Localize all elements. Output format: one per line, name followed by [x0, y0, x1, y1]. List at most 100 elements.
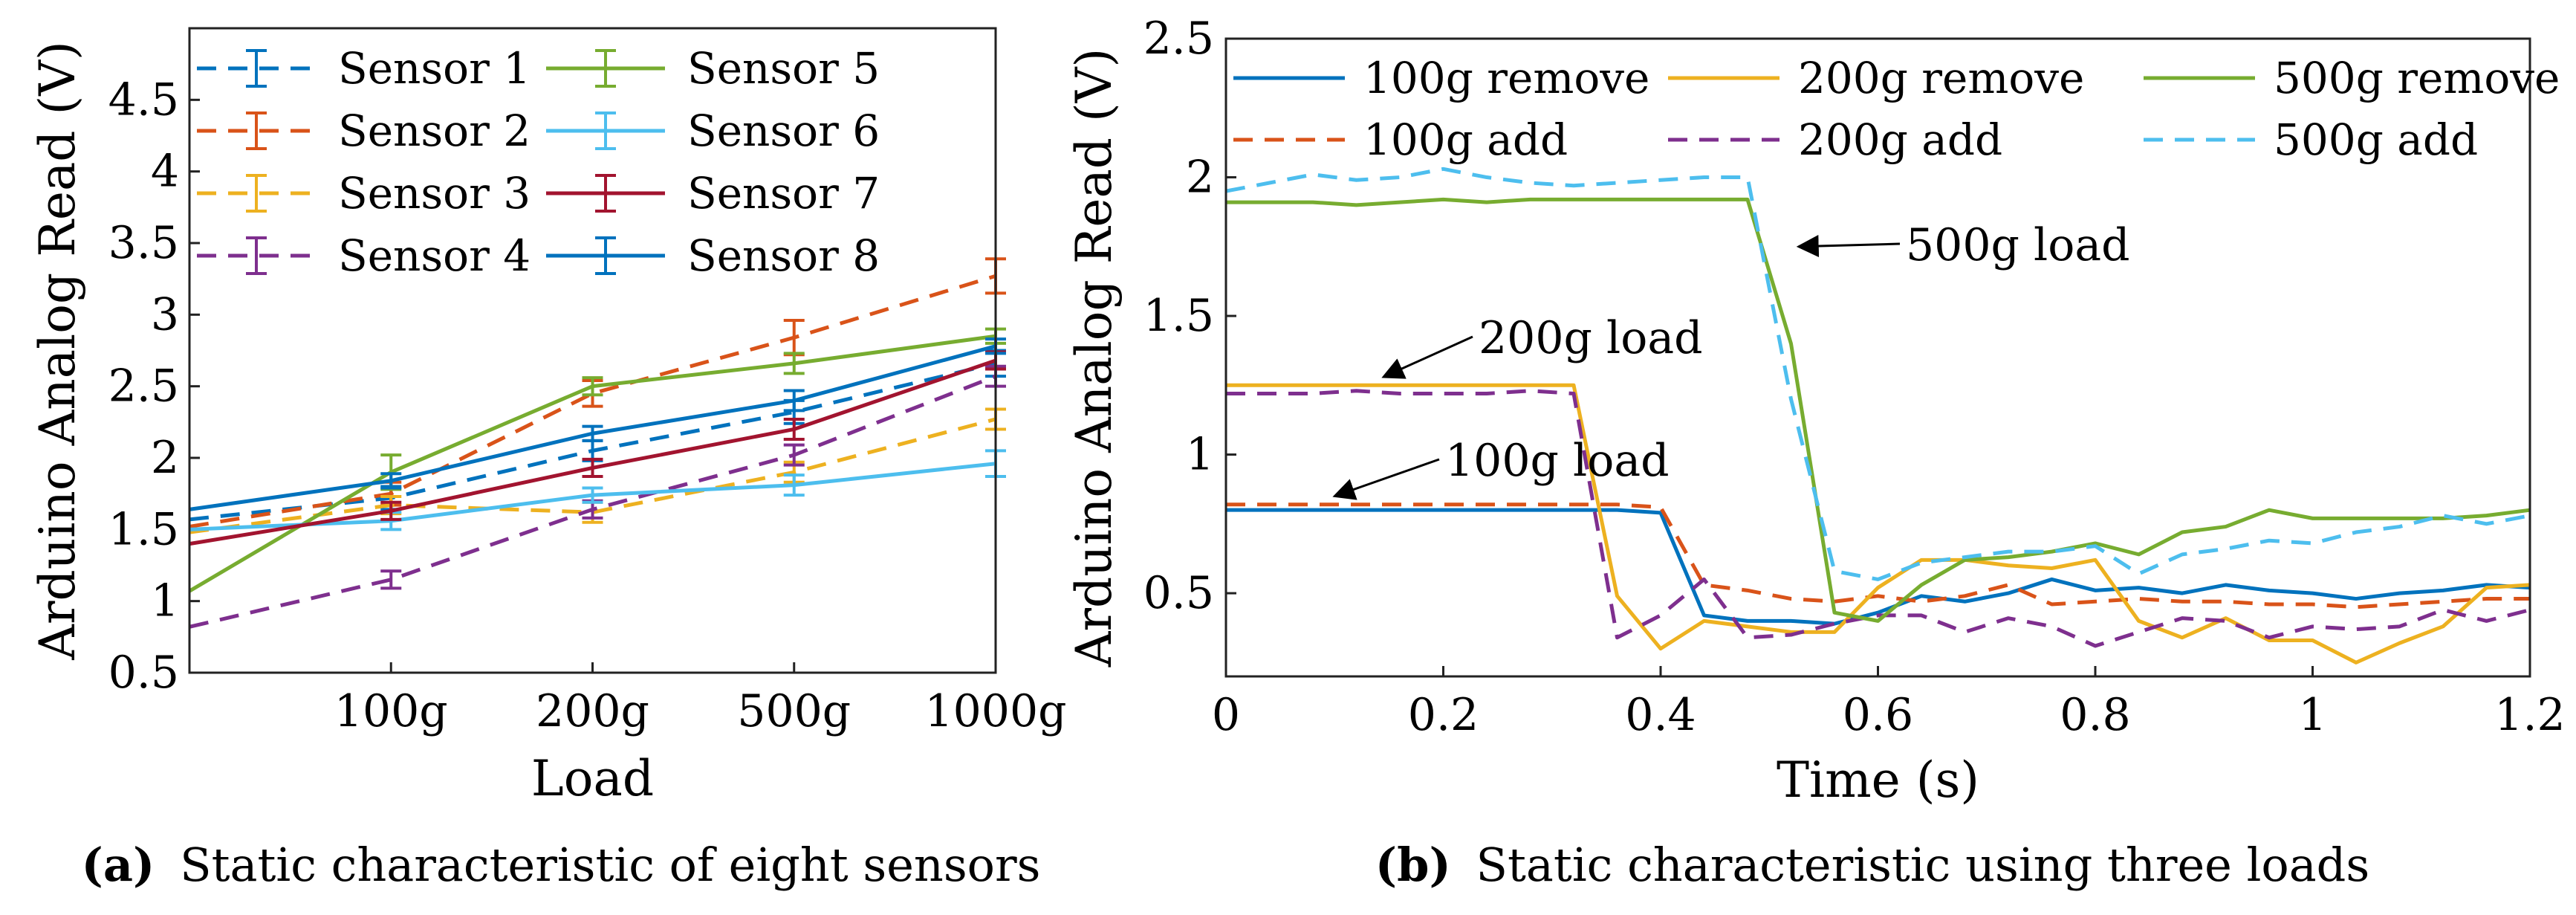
panel-b-x-axis-label: Time (s): [1777, 751, 1979, 809]
panel-a-legend-entry: Sensor 7: [546, 168, 880, 219]
panel-b-x-tick-label: 1: [2298, 689, 2326, 741]
panel-b-legend-label: 200g remove: [1798, 53, 2084, 103]
panel-a-error-bar: [783, 473, 805, 497]
panel-a-legend-entry: Sensor 5: [546, 43, 880, 94]
panel-a-error-bar: [783, 319, 805, 357]
panel-a-series-2: [189, 257, 1006, 528]
panel-a-plot-frame: [188, 27, 997, 674]
panel-b-series-200g-remove: [1226, 383, 2531, 665]
panel-b-y-tick-label: 1: [1186, 429, 1214, 481]
panel-a-y-axis-label: Arduino Analog Read (V): [29, 41, 86, 660]
panel-b-y-tick-label: 0.5: [1143, 567, 1214, 619]
panel-b-series-500g-add: [1225, 166, 2531, 581]
panel-a-legend-entry: Sensor 2: [197, 106, 531, 156]
panel-b-annotation-label: 200g load: [1479, 312, 1703, 364]
panel-a-caption: (a) Static characteristic of eight senso…: [82, 838, 1041, 892]
panel-a-legend: Sensor 1 Sensor 2 Sensor 3 Sensor 4 Sensor 5…: [197, 43, 880, 281]
panel-b-y-axis-label: Arduino Analog Read (V): [1065, 48, 1123, 667]
panel-a-legend-label: Sensor 7: [687, 168, 880, 219]
panel-b-series-500g-remove: [1226, 197, 2531, 623]
panel-a-series-8: [189, 337, 1006, 511]
panel-b-y-tick-label: 2: [1186, 152, 1214, 204]
panel-a-error-bar: [783, 417, 805, 441]
panel-a-legend-label: Sensor 4: [338, 230, 531, 281]
panel-a-x-axis-label: Load: [531, 750, 654, 807]
panel-a-y-tick-label: 4.5: [108, 74, 179, 126]
panel-a-series: [188, 257, 1006, 629]
panel-a-series-line: [189, 417, 996, 534]
panel-a-caption-label: (a): [82, 838, 155, 892]
panel-a-legend-label: Sensor 8: [687, 230, 880, 281]
panel-b-legend-entry: 200g remove: [1668, 53, 2084, 103]
panel-b-series-200g-add: [1226, 389, 2531, 648]
panel-a-x-tick-label: 1000g: [924, 685, 1066, 737]
panel-b-x-tick-label: 0.2: [1408, 689, 1479, 741]
panel-b-x-tick-label: 0.8: [2060, 689, 2130, 741]
panel-b-legend-entry: 500g add: [2144, 114, 2478, 165]
panel-b-caption: (b) Static characteristic using three lo…: [1375, 838, 2369, 892]
panel-b-series-100g-remove: [1226, 508, 2531, 626]
panel-a-y-tick-label: 2.5: [108, 360, 179, 413]
panel-a-ticks: 0.5 1 1.5 2 2.5 3 3.5 4 4.5 100g 200g 500g 1000g: [108, 74, 1067, 737]
panel-a-error-bar: [380, 472, 402, 490]
panel-a-x-tick-label: 500g: [737, 685, 851, 737]
panel-b-x-tick-label: 0.4: [1625, 689, 1696, 741]
panel-a-caption-text: Static characteristic of eight sensors: [180, 838, 1040, 892]
panel-a-error-bar: [783, 352, 805, 375]
panel-a-y-tick-label: 4: [151, 146, 179, 198]
panel-b-annotation-label: 100g load: [1445, 435, 1670, 487]
panel-a-error-bar: [582, 486, 603, 504]
panel-b-annotation-arrow: [1796, 235, 1901, 258]
panel-b-series: [1225, 166, 2531, 665]
panel-a: 0.5 1 1.5 2 2.5 3 3.5 4 4.5 100g 200g 500g 1000g Sen…: [29, 27, 1067, 892]
panel-b-caption-label: (b): [1375, 838, 1451, 892]
panel-b-legend-label: 500g remove: [2274, 53, 2560, 103]
panel-a-x-tick-label: 100g: [334, 685, 448, 737]
panel-a-error-bar: [380, 500, 402, 521]
panel-b-ticks: 0.5 1 1.5 2 2.5 0 0.2 0.4 0.6 0.8 1 1.2: [1143, 13, 2566, 741]
panel-b-annotation: 200g load: [1381, 312, 1703, 379]
panel-b-legend-entry: 100g add: [1233, 114, 1568, 165]
panel-a-y-tick-label: 3.5: [108, 217, 179, 269]
panel-a-error-bar: [783, 389, 805, 413]
panel-a-legend-entry: Sensor 8: [546, 230, 880, 281]
panel-a-error-bar: [582, 457, 603, 479]
panel-b-annotation-arrow: [1381, 335, 1473, 379]
panel-b-series-100g-add: [1226, 502, 2530, 610]
panel-a-legend-entry: Sensor 6: [546, 106, 880, 156]
panel-b-annotation: 100g load: [1332, 435, 1670, 500]
panel-b-y-tick-label: 2.5: [1143, 13, 1214, 65]
panel-b-legend-label: 200g add: [1798, 114, 2002, 165]
panel-b-annotation-arrow: [1332, 458, 1440, 500]
panel-b-x-tick-label: 0.6: [1843, 689, 1913, 741]
panel-a-legend-label: Sensor 3: [338, 168, 531, 219]
panel-a-legend-entry: Sensor 4: [197, 230, 531, 281]
panel-a-legend-label: Sensor 6: [687, 106, 880, 156]
panel-b-annotation: 500g load: [1796, 219, 2130, 271]
panel-b-legend-label: 100g add: [1363, 114, 1568, 165]
panel-a-error-bar: [582, 424, 603, 442]
panel-a-legend-label: Sensor 1: [338, 43, 531, 94]
panel-b-annotation-label: 500g load: [1906, 219, 2130, 271]
panel-a-y-tick-label: 1: [151, 575, 179, 627]
panel-b-legend-label: 500g add: [2274, 114, 2478, 165]
panel-b-x-tick-label: 1.2: [2494, 689, 2565, 741]
panel-b: 0.5 1 1.5 2 2.5 0 0.2 0.4 0.6 0.8 1 1.2 100g remove…: [1065, 13, 2566, 892]
panel-a-series-line: [189, 274, 996, 528]
panel-b-annotations: 500g load 200g load 100g load: [1332, 219, 2130, 500]
panel-a-y-tick-label: 3: [151, 288, 179, 340]
panel-b-legend-label: 100g remove: [1363, 53, 1649, 103]
panel-a-y-tick-label: 1.5: [108, 503, 179, 555]
panel-a-y-tick-label: 2: [151, 432, 179, 484]
panel-b-plot-frame: [1224, 37, 2531, 678]
panel-b-legend-entry: 100g remove: [1233, 53, 1649, 103]
panel-a-error-bar: [380, 569, 402, 590]
panel-a-error-bar: [582, 376, 603, 397]
panel-a-legend-label: Sensor 5: [687, 43, 880, 94]
panel-b-legend-entry: 500g remove: [2144, 53, 2560, 103]
panel-b-legend-entry: 200g add: [1668, 114, 2002, 165]
panel-a-legend-label: Sensor 2: [338, 106, 531, 156]
panel-a-error-bar: [783, 443, 805, 467]
panel-a-legend-entry: Sensor 3: [197, 168, 531, 219]
